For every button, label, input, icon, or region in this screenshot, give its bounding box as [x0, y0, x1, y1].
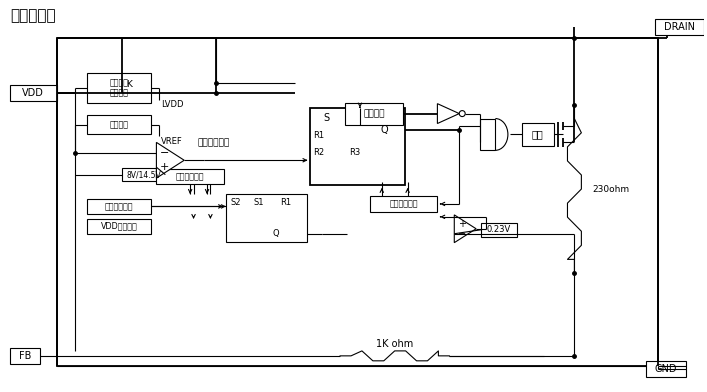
Bar	[87, 219, 151, 234]
Bar	[481, 223, 517, 237]
Text: 驱动: 驱动	[532, 129, 544, 140]
Bar	[655, 19, 704, 35]
Bar	[156, 169, 224, 184]
Text: 230ohm: 230ohm	[592, 185, 629, 194]
Text: R3: R3	[349, 148, 361, 157]
Bar	[87, 199, 151, 214]
Bar	[370, 196, 438, 212]
Text: Q: Q	[381, 125, 389, 136]
Text: R2: R2	[312, 148, 324, 157]
Bar	[57, 38, 658, 366]
Text: R1: R1	[280, 198, 291, 207]
Text: 内部电源: 内部电源	[110, 78, 129, 87]
Text: 前沿消隐电路: 前沿消隐电路	[390, 200, 418, 209]
Text: FB: FB	[19, 351, 32, 361]
Bar	[122, 168, 165, 181]
Text: 0.23V: 0.23V	[487, 225, 511, 234]
Text: 1K ohm: 1K ohm	[376, 339, 414, 349]
Bar	[87, 114, 151, 134]
Text: 过压保护电路: 过压保护电路	[105, 202, 134, 211]
Bar	[87, 73, 151, 103]
Polygon shape	[156, 142, 185, 178]
Text: S2: S2	[230, 198, 241, 207]
Text: DRAIN: DRAIN	[664, 22, 695, 32]
Bar	[345, 103, 403, 125]
Polygon shape	[438, 103, 460, 123]
Bar	[646, 361, 686, 377]
Text: 过温保护电路: 过温保护电路	[176, 172, 204, 181]
Bar	[310, 108, 404, 185]
Bar	[522, 123, 554, 146]
Text: GND: GND	[655, 364, 677, 374]
Text: +: +	[160, 162, 169, 172]
Bar	[11, 348, 40, 364]
Circle shape	[460, 111, 465, 116]
Text: VDD钳位电路: VDD钳位电路	[101, 222, 138, 231]
Text: 产生电路: 产生电路	[110, 88, 129, 97]
Bar	[226, 194, 308, 242]
Bar	[480, 118, 496, 150]
Text: VDD: VDD	[23, 88, 45, 98]
Text: 内部方框图: 内部方框图	[11, 8, 56, 23]
Text: S1: S1	[253, 198, 264, 207]
Text: 欠压保护电路: 欠压保护电路	[198, 138, 230, 147]
Text: +: +	[458, 219, 466, 229]
Text: 振荡电路: 振荡电路	[363, 109, 385, 118]
Text: LVDD: LVDD	[161, 100, 184, 109]
Text: 基准电路: 基准电路	[110, 120, 129, 129]
Text: R1: R1	[312, 131, 324, 140]
Text: −: −	[160, 148, 169, 158]
Text: VREF: VREF	[161, 137, 183, 146]
Bar	[11, 85, 57, 101]
Text: K: K	[126, 80, 132, 89]
Polygon shape	[455, 215, 476, 243]
Text: Q: Q	[272, 229, 279, 238]
Text: S: S	[323, 113, 329, 123]
Text: 8V/14.5V: 8V/14.5V	[126, 170, 161, 179]
Text: −: −	[458, 229, 467, 239]
